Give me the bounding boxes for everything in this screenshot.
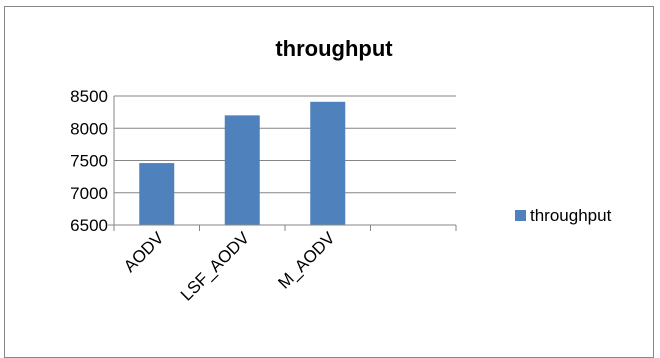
x-tick-label: M_AODV [274,228,339,293]
bars [139,101,346,225]
y-tick-label: 8500 [70,87,108,106]
legend-label: throughput [530,206,612,225]
x-axis-tick-labels: AODV LSF_AODV M_AODV [120,228,339,305]
y-tick-label: 7000 [70,184,108,203]
y-tick-label: 7500 [70,152,108,171]
bar [310,101,346,225]
chart-title: throughput [275,36,393,61]
axes [108,96,457,231]
bar [224,115,260,225]
legend-swatch [515,210,526,221]
x-tick-label: AODV [120,228,168,276]
y-tick-label: 8000 [70,119,108,138]
legend: throughput [515,206,612,225]
y-tick-label: 6500 [70,216,108,235]
bar [139,163,175,225]
x-tick-label: LSF_AODV [177,228,254,305]
y-axis-tick-labels: 6500 7000 7500 8000 8500 [70,87,108,235]
